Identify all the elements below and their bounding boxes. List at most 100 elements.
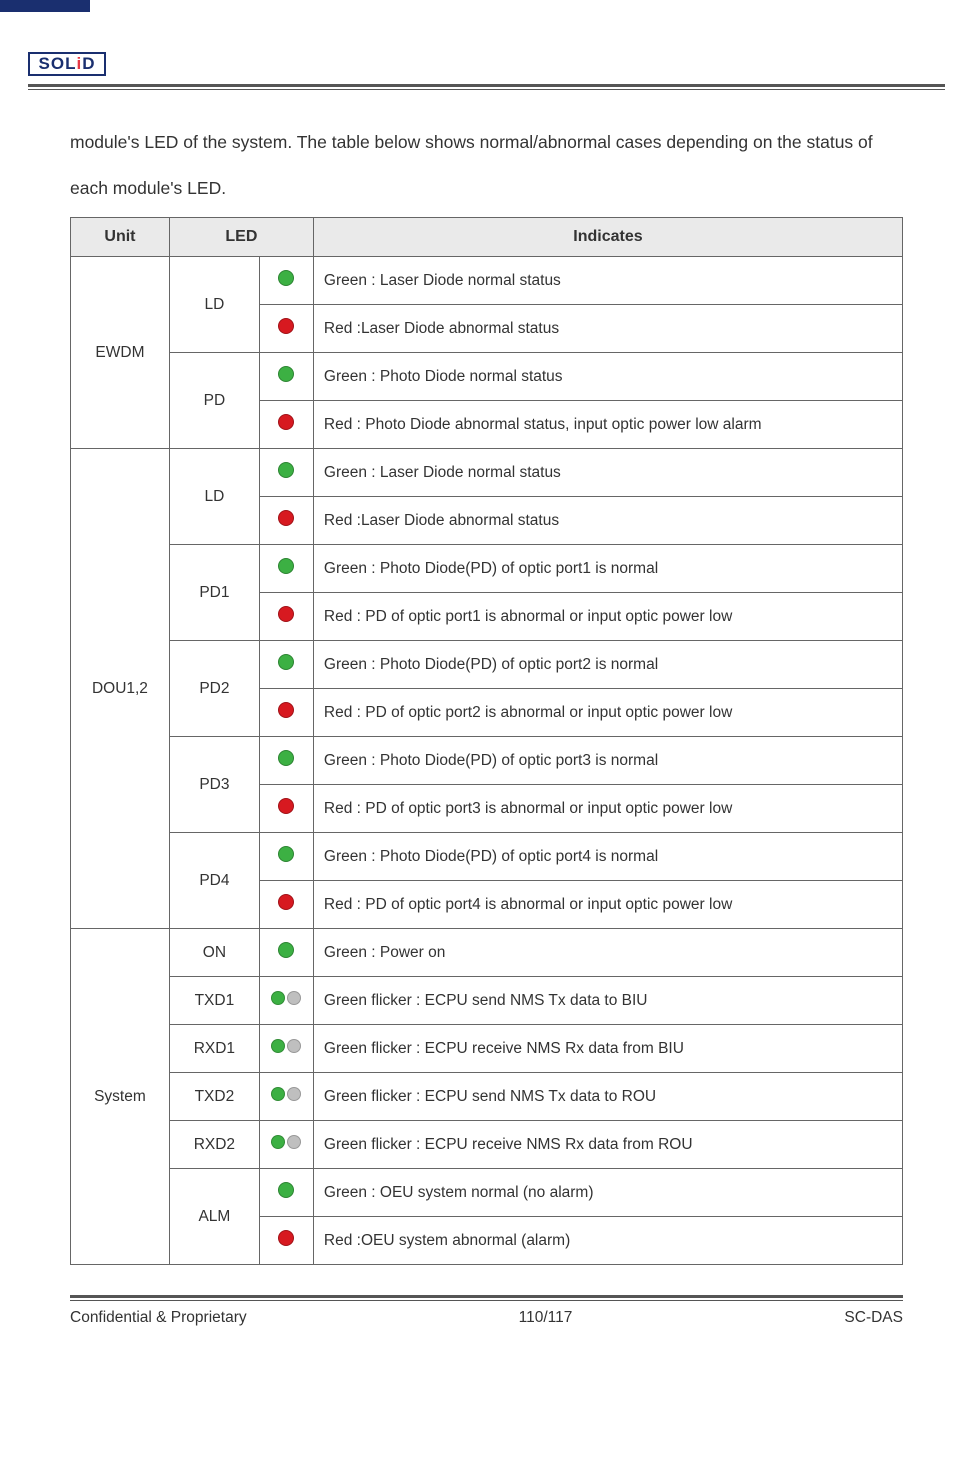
indicates-cell: Green : Photo Diode(PD) of optic port1 i… xyxy=(313,545,902,593)
indicates-cell: Red : PD of optic port1 is abnormal or i… xyxy=(313,593,902,641)
header-accent-bar xyxy=(0,0,90,12)
indicates-cell: Red : PD of optic port2 is abnormal or i… xyxy=(313,689,902,737)
led-green-icon xyxy=(278,750,294,766)
led-icon-cell xyxy=(259,1169,313,1217)
indicates-cell: Red :OEU system abnormal (alarm) xyxy=(313,1217,902,1265)
led-green-icon xyxy=(278,942,294,958)
led-flicker-icon xyxy=(271,1039,301,1053)
indicates-cell: Green flicker : ECPU send NMS Tx data to… xyxy=(313,1073,902,1121)
led-icon-cell xyxy=(259,1073,313,1121)
indicates-cell: Green : Photo Diode(PD) of optic port2 i… xyxy=(313,641,902,689)
indicates-cell: Green flicker : ECPU receive NMS Rx data… xyxy=(313,1121,902,1169)
led-name-cell: LD xyxy=(169,449,259,545)
indicates-cell: Red : PD of optic port4 is abnormal or i… xyxy=(313,881,902,929)
led-green-icon xyxy=(278,462,294,478)
led-green-icon xyxy=(278,654,294,670)
table-row: DOU1,2LDGreen : Laser Diode normal statu… xyxy=(71,449,903,497)
led-icon-cell xyxy=(259,257,313,305)
led-name-cell: TXD2 xyxy=(169,1073,259,1121)
table-row: RXD1 Green flicker : ECPU receive NMS Rx … xyxy=(71,1025,903,1073)
led-icon-cell xyxy=(259,1217,313,1265)
led-name-cell: PD xyxy=(169,353,259,449)
led-icon-cell xyxy=(259,593,313,641)
footer-row: Confidential & Proprietary 110/117 SC-DA… xyxy=(70,1309,903,1327)
indicates-cell: Green : Photo Diode normal status xyxy=(313,353,902,401)
led-red-icon xyxy=(278,318,294,334)
footer-center: 110/117 xyxy=(519,1309,573,1327)
led-name-cell: ON xyxy=(169,929,259,977)
header-rule xyxy=(28,84,945,90)
indicates-cell: Red :Laser Diode abnormal status xyxy=(313,497,902,545)
brand-logo: SOLiD xyxy=(28,52,106,76)
led-red-icon xyxy=(278,414,294,430)
led-icon-cell xyxy=(259,785,313,833)
footer-rule xyxy=(70,1295,903,1301)
led-name-cell: ALM xyxy=(169,1169,259,1265)
led-icon-cell xyxy=(259,1025,313,1073)
table-row: PD2Green : Photo Diode(PD) of optic port… xyxy=(71,641,903,689)
unit-cell: DOU1,2 xyxy=(71,449,170,929)
led-icon-cell xyxy=(259,881,313,929)
table-row: TXD2 Green flicker : ECPU send NMS Tx dat… xyxy=(71,1073,903,1121)
table-row: ALMGreen : OEU system normal (no alarm) xyxy=(71,1169,903,1217)
indicates-cell: Green : Laser Diode normal status xyxy=(313,449,902,497)
led-flicker-icon xyxy=(271,991,301,1005)
led-icon-cell xyxy=(259,1121,313,1169)
indicates-cell: Green : Photo Diode(PD) of optic port4 i… xyxy=(313,833,902,881)
led-icon-cell xyxy=(259,689,313,737)
led-icon-cell xyxy=(259,641,313,689)
unit-cell: System xyxy=(71,929,170,1265)
led-icon-cell xyxy=(259,737,313,785)
table-row: PD4Green : Photo Diode(PD) of optic port… xyxy=(71,833,903,881)
table-row: PDGreen : Photo Diode normal status xyxy=(71,353,903,401)
led-green-icon xyxy=(278,1182,294,1198)
led-green-icon xyxy=(278,846,294,862)
table-row: PD3Green : Photo Diode(PD) of optic port… xyxy=(71,737,903,785)
led-name-cell: PD2 xyxy=(169,641,259,737)
table-row: SystemONGreen : Power on xyxy=(71,929,903,977)
led-icon-cell xyxy=(259,353,313,401)
unit-cell: EWDM xyxy=(71,257,170,449)
indicates-cell: Red : Photo Diode abnormal status, input… xyxy=(313,401,902,449)
led-red-icon xyxy=(278,606,294,622)
led-icon-cell xyxy=(259,401,313,449)
led-name-cell: TXD1 xyxy=(169,977,259,1025)
led-name-cell: RXD1 xyxy=(169,1025,259,1073)
indicates-cell: Red :Laser Diode abnormal status xyxy=(313,305,902,353)
th-led: LED xyxy=(169,218,313,257)
led-name-cell: LD xyxy=(169,257,259,353)
indicates-cell: Green flicker : ECPU send NMS Tx data to… xyxy=(313,977,902,1025)
indicates-cell: Green : Photo Diode(PD) of optic port3 i… xyxy=(313,737,902,785)
led-status-table: Unit LED Indicates EWDMLDGreen : Laser D… xyxy=(70,217,903,1265)
led-green-icon xyxy=(278,270,294,286)
indicates-cell: Green : Laser Diode normal status xyxy=(313,257,902,305)
led-flicker-icon xyxy=(271,1135,301,1149)
indicates-cell: Green flicker : ECPU receive NMS Rx data… xyxy=(313,1025,902,1073)
led-icon-cell xyxy=(259,497,313,545)
th-unit: Unit xyxy=(71,218,170,257)
led-name-cell: PD4 xyxy=(169,833,259,929)
led-green-icon xyxy=(278,558,294,574)
table-row: TXD1 Green flicker : ECPU send NMS Tx dat… xyxy=(71,977,903,1025)
led-icon-cell xyxy=(259,545,313,593)
table-row: RXD2 Green flicker : ECPU receive NMS Rx … xyxy=(71,1121,903,1169)
led-flicker-icon xyxy=(271,1087,301,1101)
intro-paragraph: module's LED of the system. The table be… xyxy=(70,120,903,211)
led-green-icon xyxy=(278,366,294,382)
led-icon-cell xyxy=(259,449,313,497)
led-name-cell: RXD2 xyxy=(169,1121,259,1169)
led-red-icon xyxy=(278,1230,294,1246)
led-name-cell: PD3 xyxy=(169,737,259,833)
table-row: EWDMLDGreen : Laser Diode normal status xyxy=(71,257,903,305)
indicates-cell: Green : OEU system normal (no alarm) xyxy=(313,1169,902,1217)
footer-left: Confidential & Proprietary xyxy=(70,1309,247,1327)
table-row: PD1Green : Photo Diode(PD) of optic port… xyxy=(71,545,903,593)
led-name-cell: PD1 xyxy=(169,545,259,641)
th-indicates: Indicates xyxy=(313,218,902,257)
led-red-icon xyxy=(278,510,294,526)
footer-right: SC-DAS xyxy=(844,1309,903,1327)
led-icon-cell xyxy=(259,833,313,881)
brand-logo-text: SOLiD xyxy=(39,54,96,74)
led-icon-cell xyxy=(259,929,313,977)
led-red-icon xyxy=(278,702,294,718)
